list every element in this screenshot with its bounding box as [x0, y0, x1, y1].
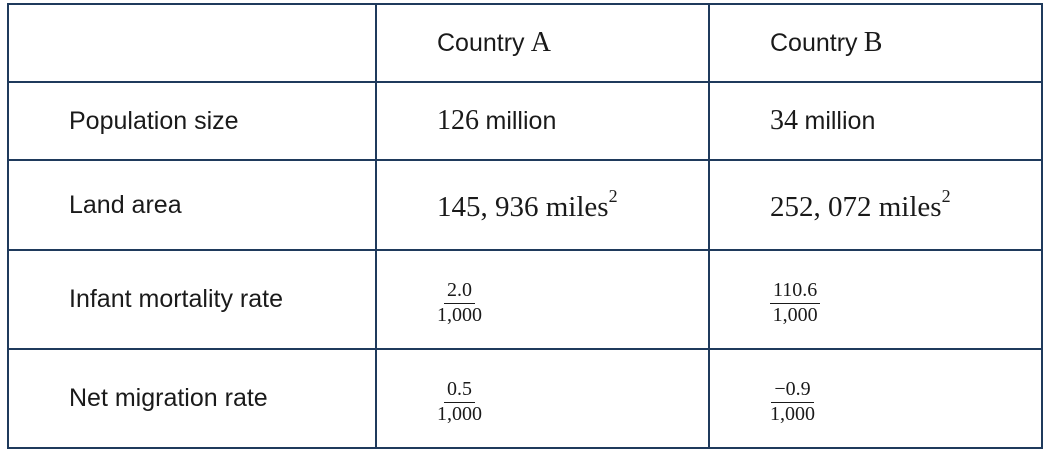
net-migration-country-b: −0.9 1,000 — [708, 348, 1043, 449]
infant-mortality-a-fraction: 2.0 1,000 — [437, 280, 482, 326]
net-migration-b-numerator: −0.9 — [771, 379, 814, 403]
land-area-b-value: 252, 072 miles — [770, 191, 942, 223]
infant-mortality-a-denominator: 1,000 — [437, 304, 482, 326]
header-country-b-letter: B — [863, 27, 883, 58]
population-a-unit: million — [485, 107, 557, 135]
header-country-a-letter: A — [530, 27, 552, 58]
header-country-b: Country B — [708, 3, 1043, 83]
infant-mortality-b-denominator: 1,000 — [772, 304, 818, 326]
row-label-population-size: Population size — [7, 81, 377, 161]
header-row: Country A Country B — [7, 3, 1043, 83]
infant-mortality-country-a: 2.0 1,000 — [375, 249, 710, 350]
infant-mortality-a-numerator: 2.0 — [444, 280, 475, 304]
land-area-a-value: 145, 936 miles — [437, 191, 609, 223]
net-migration-country-a: 0.5 1,000 — [375, 348, 710, 449]
population-country-a: 126 million — [375, 81, 710, 161]
row-label-land-area: Land area — [7, 159, 377, 251]
header-country-a-word: Country — [437, 29, 525, 57]
net-migration-b-denominator: 1,000 — [770, 403, 815, 425]
table-row: Land area 145, 936 miles2 252, 072 miles… — [7, 159, 1043, 251]
corner-cell — [7, 3, 377, 83]
land-area-b-exponent: 2 — [941, 186, 951, 206]
population-country-b: 34 million — [708, 81, 1043, 161]
net-migration-a-numerator: 0.5 — [444, 379, 475, 403]
infant-mortality-country-b: 110.6 1,000 — [708, 249, 1043, 350]
infant-mortality-b-numerator: 110.6 — [770, 280, 821, 304]
header-country-b-word: Country — [770, 29, 858, 57]
population-b-unit: million — [804, 107, 876, 135]
land-area-country-b: 252, 072 miles2 — [708, 159, 1043, 251]
population-b-number: 34 — [770, 105, 798, 136]
population-a-number: 126 — [437, 105, 479, 136]
table-row: Infant mortality rate 2.0 1,000 110.6 1,… — [7, 249, 1043, 350]
net-migration-a-fraction: 0.5 1,000 — [437, 379, 482, 425]
land-area-b-value-wrap: 252, 072 miles2 — [770, 186, 951, 223]
net-migration-a-denominator: 1,000 — [437, 403, 482, 425]
table-row: Net migration rate 0.5 1,000 −0.9 1,000 — [7, 348, 1043, 449]
land-area-country-a: 145, 936 miles2 — [375, 159, 710, 251]
country-comparison-table: Country A Country B Population size 126 … — [7, 3, 1043, 449]
land-area-a-exponent: 2 — [608, 186, 618, 206]
infant-mortality-b-fraction: 110.6 1,000 — [770, 280, 821, 326]
row-label-net-migration-rate: Net migration rate — [7, 348, 377, 449]
land-area-a-value-wrap: 145, 936 miles2 — [437, 186, 618, 223]
header-country-a: Country A — [375, 3, 710, 83]
table-row: Population size 126 million 34 million — [7, 81, 1043, 161]
row-label-infant-mortality-rate: Infant mortality rate — [7, 249, 377, 350]
net-migration-b-fraction: −0.9 1,000 — [770, 379, 815, 425]
